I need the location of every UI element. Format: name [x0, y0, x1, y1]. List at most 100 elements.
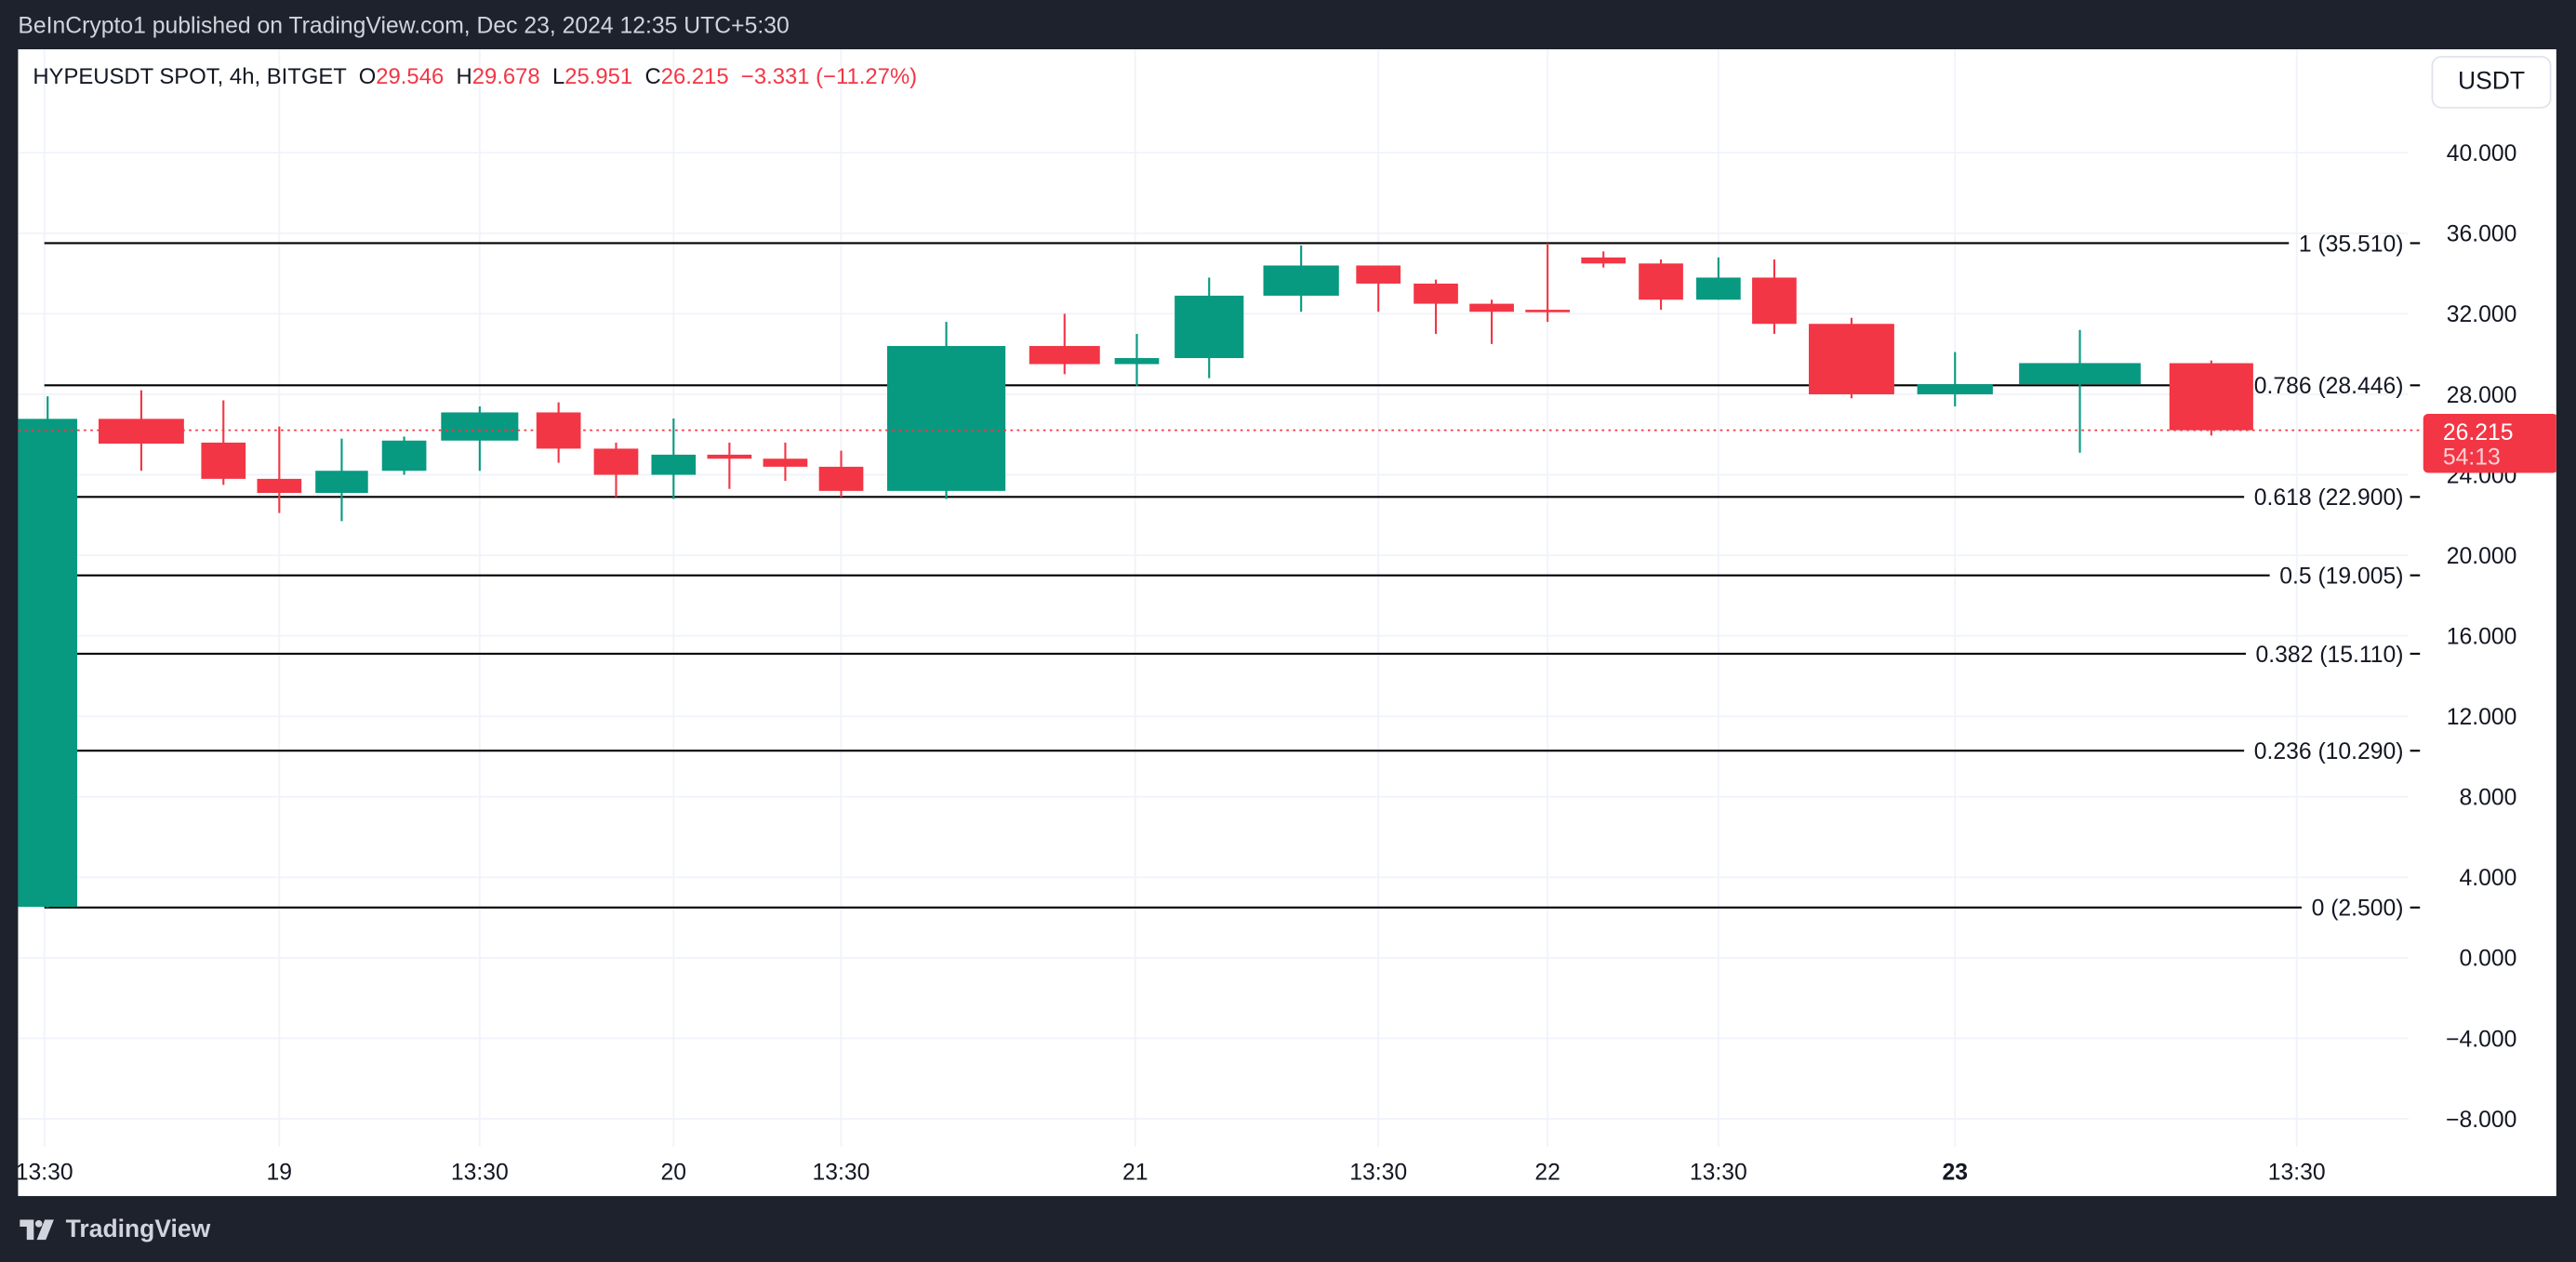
x-tick-label: 13:30: [813, 1160, 870, 1185]
x-tick-label: 13:30: [2268, 1160, 2326, 1185]
high-label: H: [456, 63, 472, 89]
x-tick-label: 13:30: [1349, 1160, 1407, 1185]
candlestick-chart: 1 (35.510) 0.786 (28.446) 0.618 (22.900) 0.…: [18, 48, 2556, 1185]
x-tick-label: 19: [267, 1160, 292, 1185]
y-tick-label: 4.000: [2460, 866, 2517, 891]
candle-bullish[interactable]: [18, 396, 78, 908]
candle-body: [1114, 358, 1160, 365]
candle-bullish[interactable]: [381, 436, 427, 475]
candle-bearish[interactable]: [257, 426, 302, 513]
y-tick-label: 40.000: [2447, 141, 2517, 166]
candle-bearish[interactable]: [1029, 313, 1100, 375]
y-tick-label: −4.000: [2446, 1027, 2516, 1052]
candle-bullish[interactable]: [441, 405, 519, 472]
candle-bearish[interactable]: [2169, 360, 2253, 436]
candle-bullish[interactable]: [315, 438, 368, 522]
candle-body: [257, 478, 302, 494]
fib-level-label: 0.786 (28.446): [2254, 374, 2404, 399]
last-price-tag-bg: [2423, 413, 2556, 473]
candle-bearish[interactable]: [593, 442, 639, 498]
change-value: −3.331 (−11.27%): [740, 63, 918, 89]
y-tick-label: 20.000: [2447, 544, 2517, 569]
candle-bearish[interactable]: [1356, 265, 1401, 312]
x-tick-label: 23: [1943, 1160, 1969, 1185]
x-tick-label: 13:30: [18, 1160, 73, 1185]
candle-bearish[interactable]: [707, 442, 752, 489]
y-tick-label: 0.000: [2460, 947, 2517, 972]
candle-bearish[interactable]: [818, 450, 864, 498]
y-tick-label: 32.000: [2447, 302, 2517, 327]
candle-bullish[interactable]: [1114, 334, 1160, 387]
candle-body: [818, 466, 864, 491]
candle-bearish[interactable]: [201, 400, 246, 485]
candle-body: [1029, 346, 1100, 365]
fib-level-label: 0.382 (15.110): [2256, 643, 2404, 668]
candle-bearish[interactable]: [763, 442, 808, 482]
footer-bar: TradingView: [0, 1196, 2576, 1262]
candle-bearish[interactable]: [1414, 279, 1458, 335]
candle-bullish[interactable]: [886, 322, 1006, 499]
fib-level-label: 0.236 (10.290): [2254, 739, 2404, 764]
candle-body: [763, 458, 808, 467]
candle-body: [886, 346, 1006, 491]
candle-body: [201, 442, 246, 479]
candle-body: [1263, 265, 1339, 296]
candle-body: [315, 471, 368, 494]
candle-body: [1414, 283, 1458, 304]
chart-pane[interactable]: 1 (35.510) 0.786 (28.446) 0.618 (22.900) 0.…: [18, 48, 2556, 1197]
candle-bullish[interactable]: [1696, 257, 1741, 300]
open-value: 29.546: [376, 63, 445, 89]
candle-body: [1917, 384, 1993, 394]
candle-bearish[interactable]: [536, 402, 581, 463]
candle-body: [1356, 265, 1401, 284]
candle-body: [1175, 295, 1244, 359]
y-tick-label: 8.000: [2460, 786, 2517, 811]
open-label: O: [358, 63, 377, 89]
candle-body: [1639, 263, 1683, 300]
candle-bearish[interactable]: [1469, 299, 1514, 344]
candle-body: [1469, 303, 1514, 312]
low-value: 25.951: [564, 63, 633, 89]
candle-body: [98, 418, 184, 445]
candle-body: [441, 412, 519, 441]
y-tick-label: −8.000: [2446, 1108, 2516, 1133]
close-label: C: [644, 63, 661, 89]
candle-bearish[interactable]: [1525, 243, 1570, 323]
fib-level-label: 0 (2.500): [2312, 897, 2404, 922]
symbol-name: HYPEUSDT SPOT, 4h, BITGET: [33, 63, 347, 89]
candle-bearish[interactable]: [98, 390, 184, 472]
x-tick-label: 20: [661, 1160, 687, 1185]
candle-bearish[interactable]: [1752, 259, 1797, 335]
candle-body: [651, 454, 697, 475]
candle-body: [1752, 277, 1797, 325]
candle-body: [2169, 363, 2253, 431]
currency-button[interactable]: USDT: [2431, 56, 2552, 109]
y-tick-label: 12.000: [2447, 705, 2517, 730]
candle-body: [1525, 310, 1570, 312]
candle-bullish[interactable]: [651, 418, 697, 499]
candle-bearish[interactable]: [1581, 251, 1627, 268]
fib-level-label: 0.5 (19.005): [2279, 564, 2403, 589]
candle-body: [18, 418, 78, 908]
low-label: L: [551, 63, 565, 89]
candle-body: [2019, 363, 2141, 385]
x-tick-label: 13:30: [451, 1160, 509, 1185]
candle-bullish[interactable]: [2019, 329, 2141, 453]
y-tick-label: 16.000: [2447, 625, 2517, 650]
high-value: 29.678: [471, 63, 540, 89]
candle-bullish[interactable]: [1175, 277, 1244, 379]
bar-countdown: 54:13: [2443, 445, 2501, 471]
candle-bearish[interactable]: [1809, 317, 1894, 399]
x-tick-label: 22: [1534, 1160, 1560, 1185]
last-price-value: 26.215: [2443, 420, 2514, 445]
tradingview-logo[interactable]: TradingView: [20, 1216, 210, 1243]
fib-level-label: 0.618 (22.900): [2254, 485, 2404, 511]
candle-bullish[interactable]: [1263, 245, 1339, 312]
candle-body: [1581, 257, 1627, 264]
y-tick-label: 28.000: [2447, 383, 2517, 408]
candle-body: [381, 440, 427, 472]
candle-bearish[interactable]: [1639, 259, 1683, 311]
candle-bullish[interactable]: [1917, 352, 1993, 406]
